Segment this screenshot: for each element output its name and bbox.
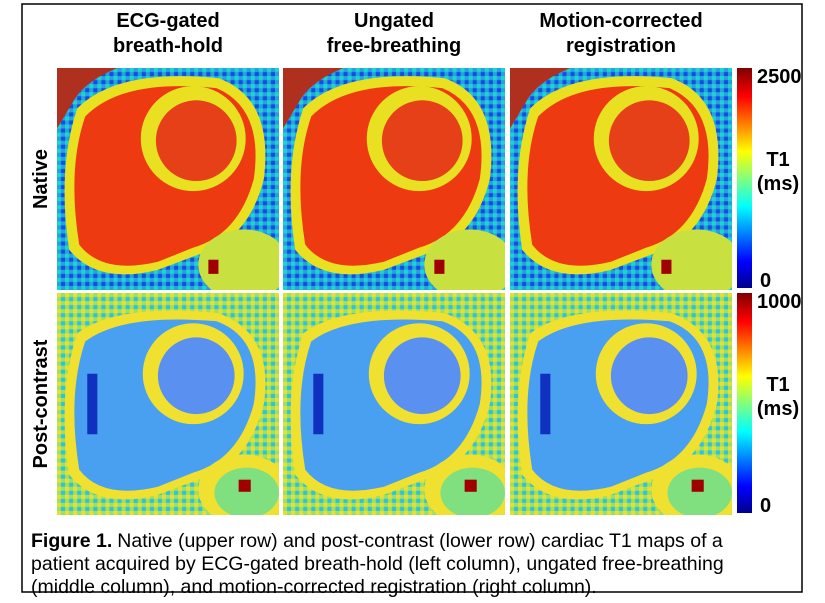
column-header: breath-hold <box>113 35 223 57</box>
content: ECG-gated breath-hold Ungated free-breathin… <box>30 10 802 598</box>
colorbar-min: 0 <box>760 270 771 292</box>
colorbar-max: 2500 <box>757 66 802 88</box>
column-header: Motion-corrected <box>539 10 702 32</box>
colorbar <box>737 68 752 288</box>
colorbar <box>737 293 752 513</box>
caption-label: Figure 1. <box>31 530 112 552</box>
column-header: free-breathing <box>327 35 461 57</box>
colorbar-title: (ms) <box>757 398 799 420</box>
colorbar-title: (ms) <box>757 173 799 195</box>
caption-line: patient acquired by ECG-gated breath-hol… <box>31 553 724 575</box>
colorbar-min: 0 <box>760 495 771 517</box>
map-image <box>283 68 515 300</box>
colorbar-title: T1 <box>766 374 789 396</box>
column-header: Ungated <box>354 10 434 32</box>
caption-line: Figure 1.Native (upper row) and post-con… <box>31 530 723 552</box>
column-header: registration <box>566 35 676 57</box>
map-image <box>57 68 289 300</box>
map-image <box>283 293 515 525</box>
row-label: Native <box>30 149 52 209</box>
map-image <box>510 68 742 300</box>
map-image <box>57 293 289 525</box>
colorbar-title: T1 <box>766 149 789 171</box>
row-label: Post-contrast <box>30 339 52 468</box>
caption-text: Native (upper row) and post-contrast (lo… <box>117 530 723 552</box>
page: ECG-gated breath-hold Ungated free-breathin… <box>0 0 825 598</box>
colorbar-max: 1000 <box>757 291 802 313</box>
figure: ECG-gated breath-hold Ungated free-breathin… <box>0 0 825 598</box>
column-header: ECG-gated <box>116 10 219 32</box>
caption-line: (middle column), and motion-corrected re… <box>31 576 597 598</box>
map-image <box>510 293 742 525</box>
